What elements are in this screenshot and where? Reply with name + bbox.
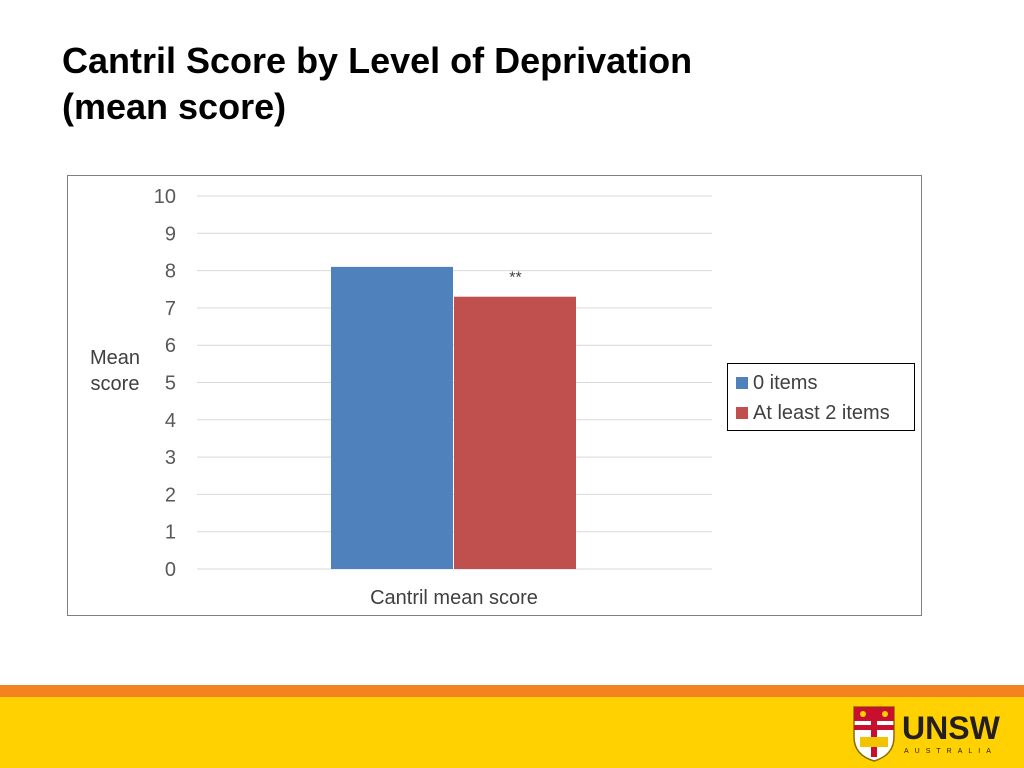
y-tick-label: 1 <box>165 522 176 544</box>
x-category-label: Cantril mean score <box>370 587 538 609</box>
y-tick-label: 0 <box>165 559 176 581</box>
unsw-crest-icon <box>853 706 895 762</box>
y-tick-label: 2 <box>165 484 176 506</box>
footer-orange-band <box>0 685 1024 697</box>
unsw-logo: UNSW AUSTRALIA <box>853 706 1000 762</box>
legend-swatch-red <box>736 407 748 419</box>
bar-0-items <box>331 266 453 569</box>
y-axis-title-line-2: score <box>90 373 140 395</box>
y-axis-title: Mean score <box>80 345 150 397</box>
y-tick-label: 10 <box>154 186 176 208</box>
y-tick-label: 9 <box>165 223 176 245</box>
y-tick-label: 8 <box>165 261 176 283</box>
y-tick-label: 6 <box>165 335 176 357</box>
logo-wordmark: UNSW <box>902 710 1000 746</box>
y-tick-label: 3 <box>165 447 176 469</box>
legend-item-at-least-2-items: At least 2 items <box>736 398 914 428</box>
legend-label: 0 items <box>753 371 818 394</box>
legend-swatch-blue <box>736 377 748 389</box>
y-tick-label: 4 <box>165 410 176 432</box>
chart-legend: 0 items At least 2 items <box>727 363 915 431</box>
legend-label: At least 2 items <box>753 401 890 424</box>
bar-at-least-2-items <box>454 296 576 569</box>
slide-title-line-1: Cantril Score by Level of Deprivation <box>62 40 693 81</box>
slide-title-line-2: (mean score) <box>62 86 287 127</box>
significance-annotation: ** <box>509 270 521 287</box>
y-tick-label: 5 <box>165 373 176 395</box>
slide-title: Cantril Score by Level of Deprivation (m… <box>62 38 962 130</box>
logo-subtext: AUSTRALIA <box>904 748 997 755</box>
y-axis-title-line-1: Mean <box>89 347 141 369</box>
legend-item-0-items: 0 items <box>736 368 914 398</box>
y-tick-label: 7 <box>165 298 176 320</box>
